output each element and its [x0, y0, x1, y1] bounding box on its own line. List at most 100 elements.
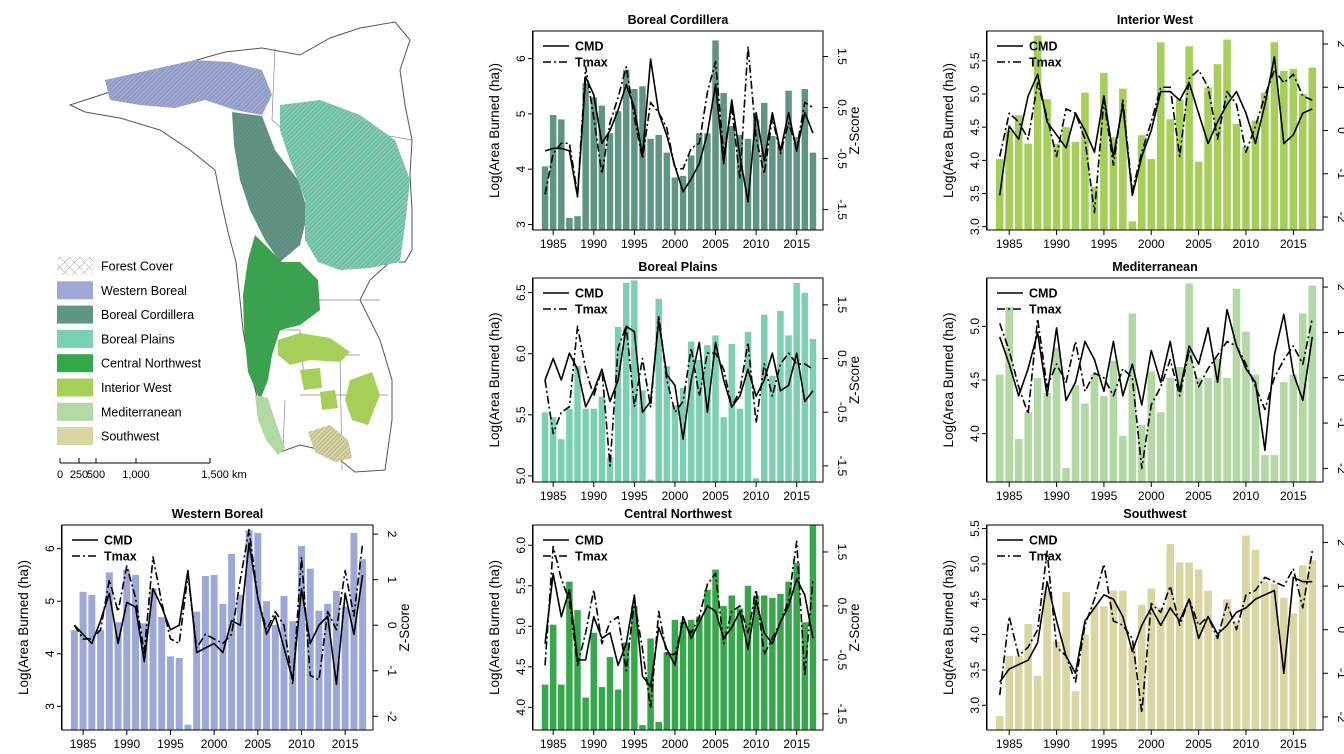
bar-2002: [687, 619, 695, 730]
bar-2016: [801, 622, 809, 730]
bar-1997: [184, 724, 192, 730]
bar-2005: [712, 569, 719, 730]
y-tick-label: 3.0: [968, 218, 982, 235]
y2-axis-label: Z-Score: [847, 106, 862, 154]
x-tick-label: 2000: [662, 489, 689, 503]
bar-2010: [752, 595, 760, 730]
bar-1987: [97, 630, 105, 730]
x-tick-label: 2005: [1185, 489, 1212, 503]
map-interior-west: [278, 333, 380, 425]
y-tick-label: 5.0: [968, 555, 982, 572]
bar-2003: [1175, 367, 1184, 482]
x-tick-label: 2005: [702, 489, 729, 503]
bar-1996: [639, 86, 646, 230]
bar-2006: [720, 417, 727, 482]
bar-1984: [541, 684, 549, 730]
y-tick-label: 4.5: [968, 371, 982, 388]
y-tick-label: 4: [43, 650, 57, 657]
bar-1989: [1043, 590, 1051, 730]
bar-2007: [728, 595, 736, 730]
y-tick-label: 5.5: [968, 520, 982, 537]
bar-1988: [105, 572, 113, 730]
bar-1988: [574, 610, 581, 730]
bar-2000: [210, 574, 218, 730]
map-mediterranean: [255, 395, 285, 455]
bar-1997: [1119, 590, 1127, 730]
y-tick-label: 4.5: [968, 591, 982, 608]
bar-2002: [687, 341, 695, 482]
y-tick-label: 3: [43, 703, 57, 710]
bar-2005: [1194, 161, 1203, 230]
y-tick-label: 5.0: [968, 85, 982, 102]
bar-1991: [1062, 592, 1070, 730]
bar-2005: [1194, 377, 1203, 482]
bar-2016: [1299, 565, 1307, 730]
bar-1986: [1014, 115, 1023, 230]
x-tick-label: 1990: [580, 737, 607, 751]
bar-2007: [728, 343, 736, 482]
y2-tick-label: -1: [1335, 418, 1344, 429]
bar-2008: [1223, 39, 1231, 231]
legend-label-boreal-plains: Boreal Plains: [101, 332, 175, 346]
y-axis-label: Log(Area Burned (ha)): [487, 63, 502, 198]
series-line-cmd: [998, 308, 1314, 452]
y-tick-label: 6.5: [514, 284, 528, 301]
bar-1997: [1119, 435, 1127, 482]
x-tick-label: 1985: [540, 237, 567, 251]
bar-1998: [1128, 313, 1137, 482]
bar-1995: [1100, 606, 1108, 730]
bar-2003: [1175, 562, 1184, 730]
bar-2000: [1147, 159, 1156, 230]
bar-2008: [280, 595, 288, 730]
x-tick-label: 2010: [1233, 737, 1260, 751]
bar-1984: [995, 374, 1004, 482]
bar-2013: [1270, 583, 1279, 730]
y-tick-label: 3: [514, 221, 528, 228]
y2-axis-label: Z-Score: [847, 603, 862, 651]
bar-1999: [1138, 604, 1146, 730]
bar-2010: [1242, 147, 1250, 230]
y2-tick-label: 1: [385, 576, 399, 583]
bar-2006: [1204, 87, 1212, 230]
series-line-cmd: [544, 58, 814, 203]
x-tick-label: 1985: [540, 737, 567, 751]
bar-1989: [582, 408, 589, 482]
bar-2003: [696, 133, 703, 230]
bar-2017: [809, 152, 817, 230]
bar-1984: [541, 166, 549, 230]
bar-1992: [606, 457, 614, 482]
y-axis-label: Log(Area Burned (ha)): [16, 560, 31, 695]
region-map: [68, 21, 413, 473]
y-tick-label: 5.0: [514, 467, 528, 484]
bar-1991: [598, 105, 606, 230]
bar-1995: [631, 606, 638, 730]
bar-2002: [687, 155, 695, 231]
map-legend: Forest Cover Western Boreal Boreal Cordill…: [57, 257, 202, 446]
x-tick-label: 2005: [702, 237, 729, 251]
bar-2011: [1251, 120, 1260, 230]
series-line-tmax: [998, 550, 1314, 714]
x-tick-label: 2005: [702, 737, 729, 751]
y2-tick-label: -0.5: [835, 650, 849, 671]
bar-2007: [1213, 633, 1222, 730]
chart-panels: Boreal Cordillera 3 4 5 6 -1.5 -0.5 0.5 1.5 1985 1…: [16, 13, 1344, 751]
x-tick-label: 2000: [1138, 489, 1165, 503]
bar-1990: [123, 569, 131, 730]
bar-1994: [158, 616, 166, 730]
x-tick-label: 2000: [662, 237, 689, 251]
bar-2009: [744, 585, 752, 730]
bar-1990: [1052, 641, 1061, 730]
bar-2006: [263, 601, 271, 730]
bar-1984: [70, 630, 78, 730]
bar-2010: [1242, 535, 1250, 730]
bar-2010: [752, 119, 760, 230]
bar-1991: [598, 396, 606, 482]
bar-2017: [809, 339, 817, 482]
bar-2012: [769, 136, 776, 230]
bar-2003: [236, 594, 244, 730]
bar-2010: [752, 478, 760, 482]
y-tick-label: 4.0: [968, 626, 982, 643]
bar-1995: [631, 280, 638, 482]
bar-2003: [696, 616, 703, 730]
bar-2012: [1261, 455, 1269, 482]
